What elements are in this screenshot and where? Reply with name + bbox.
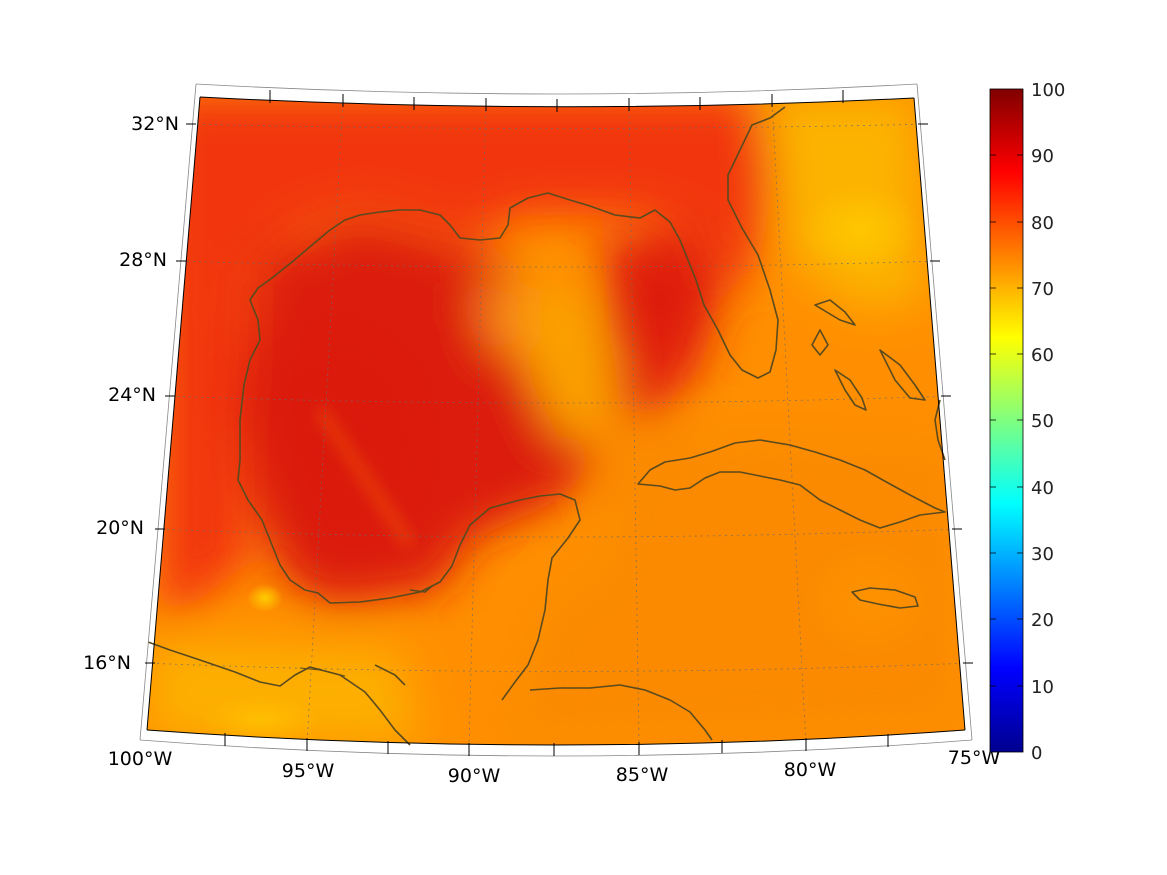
data-field bbox=[147, 97, 965, 745]
colorbar: 100 90 80 70 60 50 40 30 20 10 0 bbox=[989, 80, 1065, 764]
lat-label-32: 32°N bbox=[131, 113, 179, 135]
longitude-labels: 100°W 95°W 90°W 85°W 80°W 75°W bbox=[108, 747, 1001, 787]
lon-label-100: 100°W bbox=[108, 748, 173, 770]
colorbar-label-0: 0 bbox=[1031, 743, 1042, 764]
coastline-central-america bbox=[147, 641, 411, 746]
colorbar-label-90: 90 bbox=[1031, 146, 1054, 167]
lon-label-80: 80°W bbox=[784, 759, 837, 781]
colorbar-label-40: 40 bbox=[1031, 478, 1054, 499]
colorbar-label-20: 20 bbox=[1031, 610, 1054, 631]
coastline-yucatan-islands bbox=[374, 585, 433, 686]
coastline-gulf-north bbox=[237, 106, 786, 701]
coastline-honduras bbox=[529, 684, 713, 741]
colorbar-labels: 100 90 80 70 60 50 40 30 20 10 0 bbox=[1031, 80, 1065, 764]
lat-label-16: 16°N bbox=[83, 652, 131, 674]
frame-ticks bbox=[145, 90, 973, 756]
colorbar-label-10: 10 bbox=[1031, 677, 1054, 698]
colorbar-label-70: 70 bbox=[1031, 279, 1054, 300]
latitude-labels: 32°N 28°N 24°N 20°N 16°N bbox=[83, 113, 179, 674]
coastline-cuba bbox=[637, 439, 946, 529]
coastline-pacific-ridge bbox=[299, 667, 346, 677]
coastlines bbox=[147, 106, 946, 746]
coastline-bahamas bbox=[811, 299, 926, 411]
colorbar-label-80: 80 bbox=[1031, 213, 1054, 234]
lat-label-28: 28°N bbox=[119, 249, 167, 271]
lon-label-75: 75°W bbox=[948, 747, 1001, 769]
lat-label-24: 24°N bbox=[108, 384, 156, 406]
graticule bbox=[147, 97, 965, 745]
lon-label-85: 85°W bbox=[616, 764, 669, 786]
lon-label-95: 95°W bbox=[282, 760, 335, 782]
colorbar-label-100: 100 bbox=[1031, 80, 1065, 101]
coastline-jamaica bbox=[851, 587, 919, 609]
colorbar-label-30: 30 bbox=[1031, 544, 1054, 565]
colorbar-label-60: 60 bbox=[1031, 345, 1054, 366]
colorbar-tick-marks bbox=[990, 154, 1023, 687]
colorbar-label-50: 50 bbox=[1031, 411, 1054, 432]
lon-label-90: 90°W bbox=[448, 765, 501, 787]
colorbar-gradient bbox=[989, 88, 1024, 753]
coastline-hispaniola bbox=[934, 399, 946, 461]
lat-label-20: 20°N bbox=[96, 517, 144, 539]
